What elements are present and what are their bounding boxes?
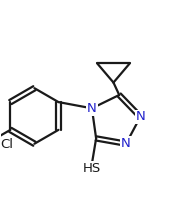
Text: N: N	[135, 110, 145, 123]
Text: N: N	[87, 102, 97, 115]
Text: HS: HS	[83, 162, 101, 175]
Text: Cl: Cl	[1, 138, 14, 151]
Text: N: N	[121, 137, 131, 150]
